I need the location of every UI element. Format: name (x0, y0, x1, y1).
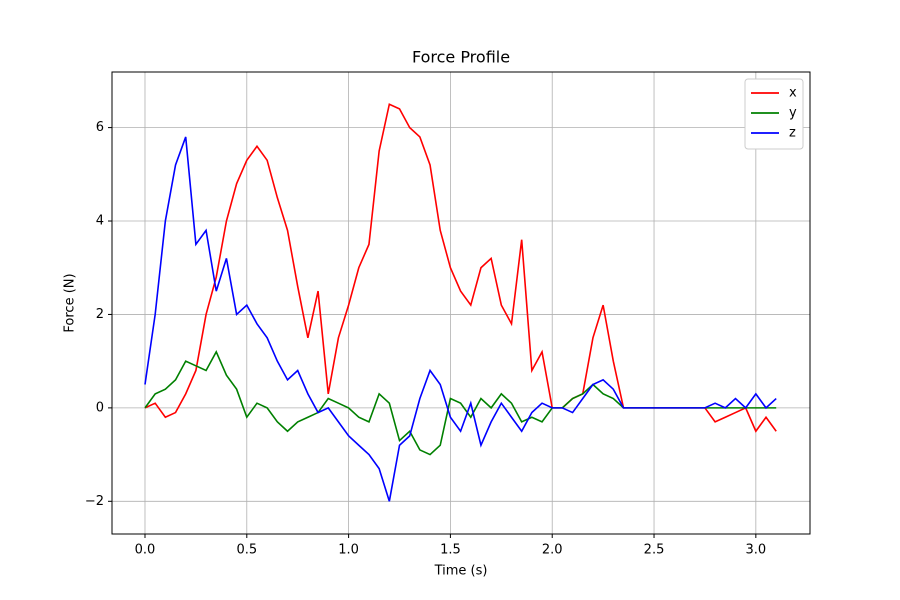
y-axis-label: Force (N) (63, 273, 78, 332)
series-line (144, 136, 777, 502)
x-tick-label: 2.0 (542, 543, 563, 558)
x-tick-label: 0.0 (135, 543, 156, 558)
x-tick-label: 3.0 (745, 543, 766, 558)
chart-title: Force Profile (412, 48, 510, 67)
x-tick-label: 1.5 (440, 543, 461, 558)
plot-frame (111, 71, 811, 535)
y-tick-label: 0 (96, 400, 104, 415)
x-axis-label: Time (s) (434, 564, 488, 579)
legend-box (744, 78, 804, 150)
series-line (144, 103, 777, 433)
y-tick-label: 6 (96, 120, 104, 135)
y-tick-label: −2 (85, 494, 104, 509)
x-tick-label: 0.5 (236, 543, 257, 558)
y-tick-label: 2 (96, 307, 104, 322)
y-tick-label: 4 (96, 214, 104, 229)
legend-label: y (789, 106, 797, 121)
series-line (144, 350, 777, 456)
x-tick-label: 2.5 (644, 543, 665, 558)
x-tick-label: 1.0 (338, 543, 359, 558)
legend-label: x (789, 86, 797, 101)
legend-label: z (789, 126, 796, 141)
